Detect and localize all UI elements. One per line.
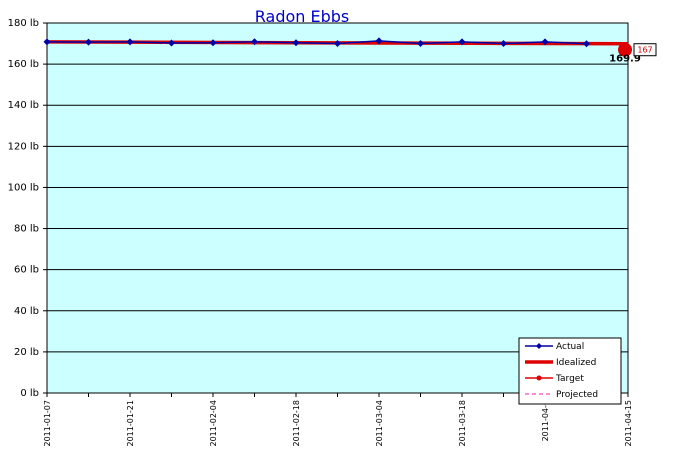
x-tick-label: 2011-01-21 — [126, 400, 135, 447]
legend-label: Projected — [556, 390, 598, 400]
plot-area — [46, 22, 629, 394]
actual-point — [375, 37, 383, 45]
y-tick-label: 120 lb — [8, 141, 39, 152]
actual-point — [334, 40, 341, 48]
x-tick-label: 2011-01-07 — [43, 400, 52, 447]
target-value-box — [633, 43, 657, 57]
actual-point — [126, 38, 134, 46]
actual-point — [500, 40, 507, 48]
y-tick-label: 40 lb — [14, 306, 39, 317]
y-tick-label: 160 lb — [8, 59, 39, 70]
series-layer — [43, 37, 632, 57]
target-value-label: 167 — [637, 46, 652, 55]
y-tick-label: 100 lb — [8, 182, 39, 193]
legend: Actual Idealized Target Projected — [518, 337, 622, 405]
y-tick-label: 0 lb — [20, 388, 39, 399]
x-tick-label: 2011-02-18 — [292, 400, 301, 447]
legend-swatch-marker — [536, 343, 542, 349]
actual-point — [417, 40, 424, 48]
legend-label: Idealized — [556, 358, 596, 368]
actual-point — [541, 38, 549, 46]
actual-point — [583, 40, 590, 48]
actual-point — [85, 38, 92, 46]
actual-point — [43, 38, 51, 46]
y-axis: 0 lb 20 lb 40 lb 60 lb 80 lb 100 lb 120 lb 140 … — [8, 18, 47, 399]
actual-point — [458, 38, 466, 46]
y-tick-label: 180 lb — [8, 18, 39, 29]
x-tick-label: 2011-04-15 — [624, 400, 633, 447]
legend-label: Target — [555, 374, 584, 384]
y-tick-label: 20 lb — [14, 347, 39, 358]
y-tick-label: 60 lb — [14, 265, 39, 276]
x-tick-label: 2011-02-04 — [209, 400, 218, 447]
actual-point — [292, 39, 300, 47]
grid-lines — [47, 63, 628, 353]
y-tick-label: 140 lb — [8, 100, 39, 111]
y-tick-label: 80 lb — [14, 224, 39, 235]
actual-point — [209, 39, 217, 47]
legend-swatch-marker — [536, 375, 542, 381]
actual-point — [251, 38, 258, 46]
target-point — [618, 42, 632, 57]
x-tick-label: 2011-03-18 — [458, 400, 467, 447]
chart-title: Radon Ebbs — [255, 7, 350, 26]
legend-box — [518, 337, 622, 405]
actual-point — [168, 39, 175, 47]
x-tick-label: 2011-03-04 — [375, 400, 384, 447]
end-value-label: 169.9 — [609, 54, 641, 65]
legend-label: Actual — [556, 342, 584, 352]
actual-line — [46, 40, 587, 45]
x-tick-label: 2011-04-0 — [541, 400, 550, 441]
